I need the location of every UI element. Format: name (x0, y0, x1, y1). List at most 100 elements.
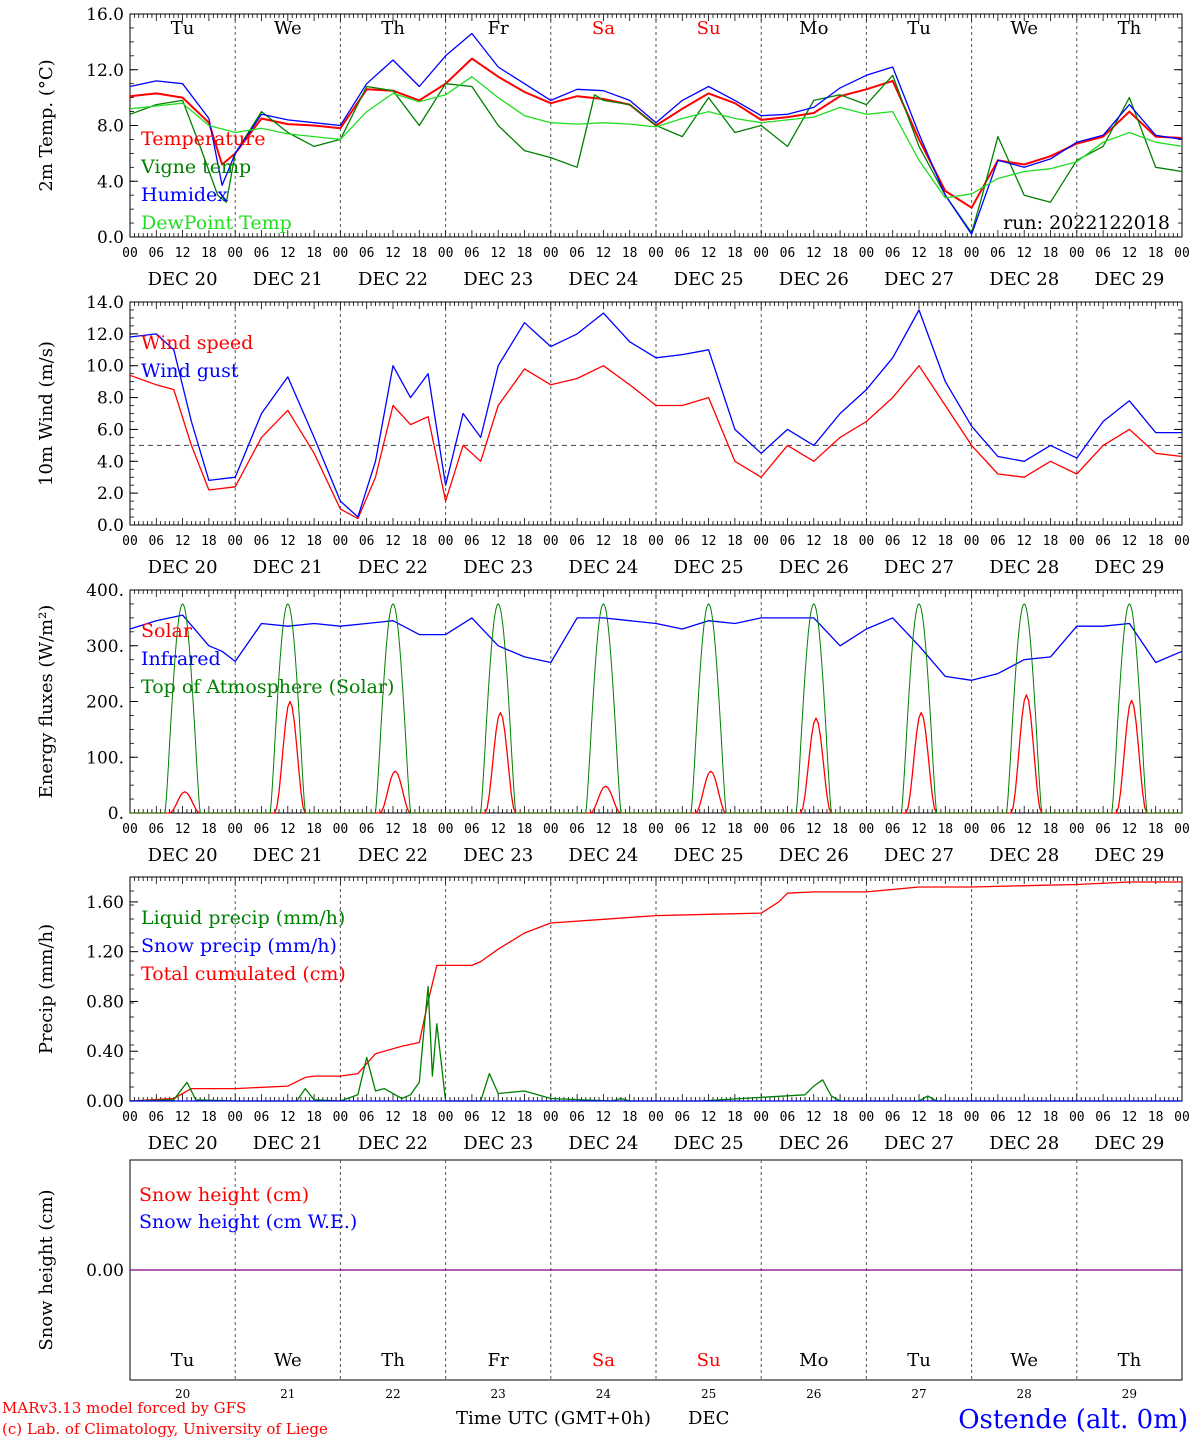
precipitation-panel: 00 06 12 18 DEC 20 00 06 12 18 DEC 21 00 06 12 18 DEC … (36, 876, 1190, 1154)
series-wind-gust (129, 309, 1182, 518)
legend-entry: Solar (141, 620, 193, 642)
day-number-label: 28 (1017, 1387, 1032, 1401)
day-number-label: 21 (280, 1387, 295, 1401)
hour-tick-label: 18 (1043, 246, 1059, 261)
hour-tick-label: 12 (911, 822, 927, 837)
hour-tick-label: 06 (254, 822, 270, 837)
hour-tick-label: 18 (201, 534, 217, 549)
hour-tick-label: 12 (175, 822, 191, 837)
date-label: DEC 27 (884, 269, 954, 290)
hour-tick-label: 06 (990, 246, 1006, 261)
date-label: DEC 28 (989, 557, 1059, 578)
hour-tick-label: 00 (122, 246, 138, 261)
station-name: Ostende (alt. 0m) (958, 1405, 1188, 1435)
hour-tick-label: 00 (1069, 822, 1085, 837)
hour-tick-label: 12 (806, 246, 822, 261)
y-tick-label: 1.60 (86, 893, 124, 913)
hour-tick-label: 18 (1148, 534, 1164, 549)
hour-tick-label: 12 (385, 534, 401, 549)
hour-tick-label: 06 (569, 246, 585, 261)
hour-tick-label: 12 (1122, 822, 1138, 837)
weekday-label: We (274, 1350, 302, 1371)
hour-tick-label: 00 (1174, 822, 1190, 837)
hour-tick-label: 06 (359, 1110, 375, 1125)
hour-tick-label: 00 (1069, 534, 1085, 549)
date-label: DEC 29 (1094, 269, 1164, 290)
date-label: DEC 25 (674, 845, 744, 866)
hour-tick-label: 18 (937, 246, 953, 261)
date-label: DEC 25 (674, 269, 744, 290)
hour-tick-label: 00 (753, 534, 769, 549)
hour-tick-label: 12 (596, 1110, 612, 1125)
hour-tick-label: 00 (964, 822, 980, 837)
hour-tick-label: 18 (411, 246, 427, 261)
hour-tick-label: 12 (701, 246, 717, 261)
day-number-label: 27 (911, 1387, 926, 1401)
date-label: DEC 26 (779, 557, 849, 578)
hour-tick-label: 00 (1174, 534, 1190, 549)
lab-credit: (c) Lab. of Climatology, University of L… (2, 1420, 328, 1438)
hour-tick-label: 06 (569, 822, 585, 837)
hour-tick-label: 06 (674, 246, 690, 261)
weekday-label: Th (381, 1350, 405, 1371)
y-tick-label: 0.80 (86, 992, 124, 1012)
hour-tick-label: 18 (306, 1110, 322, 1125)
hour-tick-label: 12 (490, 1110, 506, 1125)
hour-tick-label: 00 (1069, 246, 1085, 261)
hour-tick-label: 18 (201, 1110, 217, 1125)
date-label: DEC 28 (989, 269, 1059, 290)
hour-tick-label: 00 (333, 534, 349, 549)
y-tick-label: 0.0 (97, 516, 124, 536)
hour-tick-label: 06 (254, 246, 270, 261)
date-label: DEC 27 (884, 557, 954, 578)
run-label: run: 2022122018 (1003, 212, 1170, 234)
hour-tick-label: 00 (122, 1110, 138, 1125)
wind-panel: 00 06 12 18 DEC 20 00 06 12 18 DEC 21 00 06 12 18 DEC … (36, 293, 1190, 578)
hour-tick-label: 00 (122, 822, 138, 837)
day-number-label: 23 (491, 1387, 506, 1401)
date-label: DEC 26 (779, 269, 849, 290)
hour-tick-label: 18 (1043, 1110, 1059, 1125)
date-label: DEC 20 (148, 557, 218, 578)
time-axis-title: Time UTC (GMT+0h) (456, 1408, 651, 1429)
hour-tick-label: 18 (832, 246, 848, 261)
y-tick-label: 0. (108, 804, 124, 824)
date-label: DEC 29 (1094, 845, 1164, 866)
month-label: DEC (688, 1408, 729, 1429)
weekday-label: Fr (488, 18, 509, 39)
date-label: DEC 23 (463, 557, 533, 578)
hour-tick-label: 06 (1095, 822, 1111, 837)
series-humidex (129, 32, 1183, 235)
hour-tick-label: 00 (543, 246, 559, 261)
date-label: DEC 25 (674, 1133, 744, 1154)
y-tick-label: 6.0 (97, 420, 124, 440)
hour-tick-label: 12 (701, 822, 717, 837)
hour-tick-label: 06 (464, 534, 480, 549)
weekday-label: Tu (907, 18, 931, 39)
date-label: DEC 26 (779, 845, 849, 866)
hour-tick-label: 06 (990, 534, 1006, 549)
y-axis-title: Snow height (cm) (36, 1189, 57, 1350)
legend-entry: Total cumulated (cm) (141, 963, 346, 985)
plot-frame (129, 301, 1183, 526)
date-label: DEC 27 (884, 845, 954, 866)
weekday-label: Sa (592, 1350, 615, 1371)
hour-tick-label: 00 (333, 822, 349, 837)
date-label: DEC 24 (568, 1133, 638, 1154)
hour-tick-label: 12 (1016, 534, 1032, 549)
hour-tick-label: 06 (359, 822, 375, 837)
date-label: DEC 23 (463, 1133, 533, 1154)
series-wind-speed (129, 365, 1183, 520)
hour-tick-label: 06 (1095, 1110, 1111, 1125)
date-label: DEC 22 (358, 557, 428, 578)
date-label: DEC 23 (463, 269, 533, 290)
hour-tick-label: 00 (227, 534, 243, 549)
hour-tick-label: 06 (359, 246, 375, 261)
hour-tick-label: 18 (727, 822, 743, 837)
series-vigne-temp (129, 74, 1183, 234)
hour-tick-label: 06 (885, 246, 901, 261)
weekday-label: Su (697, 18, 721, 39)
legend-entry: Liquid precip (mm/h) (141, 907, 345, 929)
y-tick-label: 16.0 (86, 5, 124, 25)
